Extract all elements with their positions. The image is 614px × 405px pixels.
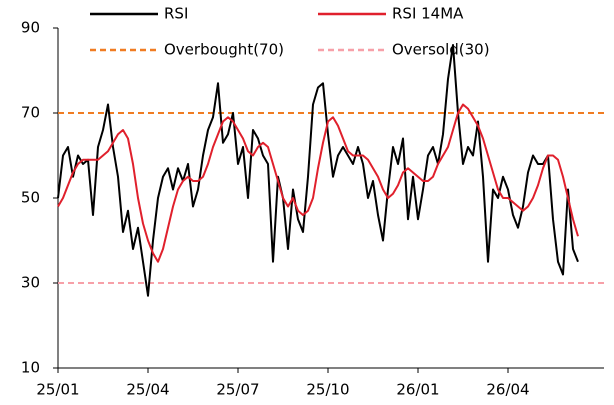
series-line [57,44,579,297]
x-tick-label: 25/10 [306,381,349,399]
y-tick-label: 90 [21,19,40,37]
x-tick-label: 26/04 [486,381,529,399]
legend-label: RSI 14MA [392,5,464,23]
legend-label: RSI [164,5,188,23]
x-tick-label: 25/04 [126,381,169,399]
x-tick-label: 26/01 [396,381,439,399]
x-tick-label: 25/01 [36,381,79,399]
x-tick-label: 25/07 [216,381,259,399]
legend-label: Oversold(30) [392,41,490,59]
y-tick-label: 30 [21,274,40,292]
y-tick-label: 70 [21,104,40,122]
y-tick-label: 50 [21,189,40,207]
series-line [57,103,579,263]
legend-label: Overbought(70) [164,41,284,59]
y-tick-label: 10 [21,359,40,377]
